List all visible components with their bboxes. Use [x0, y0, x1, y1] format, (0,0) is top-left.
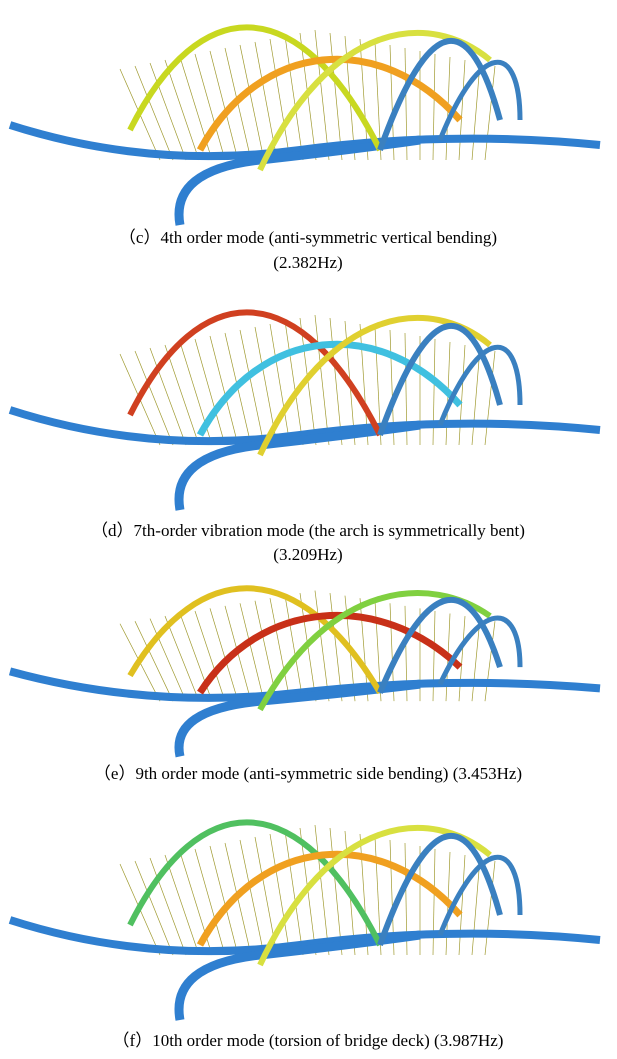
bridge-render: [10, 312, 600, 510]
arch: [440, 618, 520, 684]
cable: [180, 852, 212, 955]
cable: [459, 345, 465, 445]
caption: (2.382Hz): [273, 253, 342, 272]
cable: [433, 849, 435, 955]
cable: [459, 855, 465, 955]
cable: [433, 54, 435, 160]
cable: [180, 342, 212, 445]
cable: [165, 616, 199, 701]
cable: [240, 330, 264, 445]
cable: [240, 603, 264, 701]
bridge-render: [10, 588, 600, 756]
cable: [315, 315, 329, 445]
cable: [180, 57, 212, 160]
arch: [440, 347, 520, 425]
cable: [330, 33, 342, 160]
caption: (3.209Hz): [273, 545, 342, 564]
cable: [459, 60, 465, 160]
caption: （f）10th order mode (torsion of bridge de…: [113, 1031, 504, 1050]
caption: （e）9th order mode (anti-symmetric side b…: [94, 764, 522, 783]
page: （c）4th order mode (anti-symmetric vertic…: [0, 0, 617, 1059]
cable: [315, 591, 329, 702]
cable: [150, 63, 186, 160]
caption: （c）4th order mode (anti-symmetric vertic…: [119, 228, 497, 247]
cable: [240, 45, 264, 160]
cable: [150, 348, 186, 445]
cable: [433, 611, 435, 701]
cable: [315, 825, 329, 955]
bridge-render: [10, 822, 600, 1020]
cable: [150, 619, 186, 702]
cable: [315, 30, 329, 160]
bridge-render: [10, 27, 600, 225]
cable: [330, 828, 342, 955]
cable: [165, 60, 199, 160]
cable: [150, 858, 186, 955]
cable: [165, 345, 199, 445]
figure-sheet: （c）4th order mode (anti-symmetric vertic…: [0, 0, 617, 1059]
cable: [459, 616, 465, 701]
caption: （d）7th-order vibration mode (the arch is…: [91, 521, 525, 540]
arch: [440, 62, 520, 140]
arch: [440, 857, 520, 935]
cable: [330, 318, 342, 445]
cable: [240, 840, 264, 955]
cable: [433, 339, 435, 445]
cable: [165, 855, 199, 955]
